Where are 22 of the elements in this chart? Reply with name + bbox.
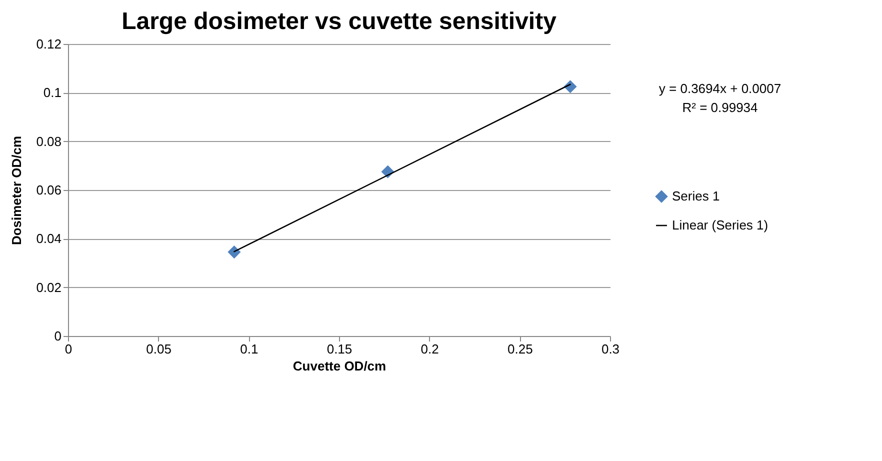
point (228, 246, 241, 259)
y-tick-label: 0.02 (36, 280, 62, 295)
x-tick-label: 0 (64, 342, 72, 356)
legend-label: Linear (Series 1) (672, 218, 768, 232)
x-axis-title: Cuvette OD/cm (292, 358, 386, 374)
text: y = 0.3694x + 0.0007 (658, 81, 782, 96)
legend-label: Series 1 (672, 188, 720, 204)
x-tick-label: 0.3 (601, 342, 620, 356)
x-tick-label: 0.25 (508, 342, 533, 356)
y-tick-label: 0.12 (36, 36, 62, 52)
text: R² = 0.99934 (682, 100, 758, 115)
x-tick-label: 0.1 (240, 342, 258, 356)
chart-title: Large dosimeter vs cuvette sensitivity (122, 8, 558, 35)
y-tick-label: 0.04 (36, 231, 62, 246)
y-tick-label: 0.1 (43, 85, 62, 100)
y-tick-label: 0 (54, 328, 62, 344)
y-axis-title: Dosimeter OD/cm (9, 136, 24, 246)
y-tick-label: 0.08 (36, 134, 62, 149)
y-tick-label: 0.06 (36, 182, 62, 198)
x-tick-label: 0.05 (146, 342, 172, 356)
x-tick-label: 0.2 (420, 342, 439, 356)
x-tick-label: 0.15 (326, 342, 352, 356)
